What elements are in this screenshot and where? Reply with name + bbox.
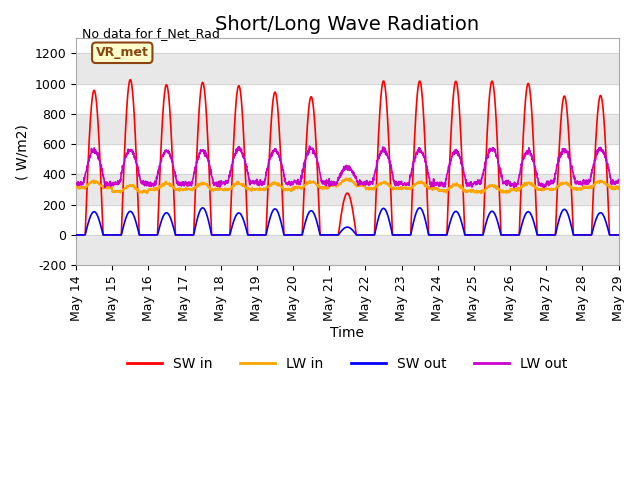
Title: Short/Long Wave Radiation: Short/Long Wave Radiation bbox=[215, 15, 479, 34]
Bar bbox=[76, 235, 618, 265]
X-axis label: Time: Time bbox=[330, 326, 364, 340]
Bar bbox=[76, 114, 618, 144]
Text: VR_met: VR_met bbox=[96, 46, 148, 59]
Y-axis label: ( W/m2): ( W/m2) bbox=[15, 124, 29, 180]
Legend: SW in, LW in, SW out, LW out: SW in, LW in, SW out, LW out bbox=[122, 351, 573, 377]
Text: No data for f_Net_Rad: No data for f_Net_Rad bbox=[81, 27, 220, 40]
Bar bbox=[76, 174, 618, 204]
Bar bbox=[76, 53, 618, 84]
